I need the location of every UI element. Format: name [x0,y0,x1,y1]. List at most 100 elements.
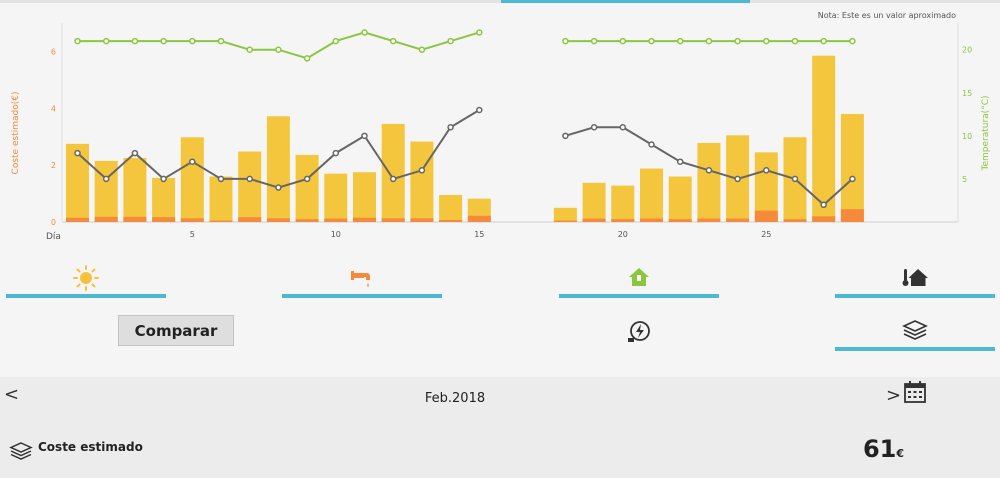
temperature-point [619,37,627,45]
temperature-point [676,158,684,165]
sun-icon [72,264,100,296]
compare-button[interactable]: Comparar [118,315,234,346]
footer-summary: Coste estimado 61€ [0,421,1000,478]
temperature-point [361,132,368,140]
temperature-point [275,184,282,191]
x-tick-label: 20 [618,230,628,239]
house-icon [625,264,653,296]
temperature-point [676,37,684,45]
left-tick-label: 6 [51,47,56,56]
top-rule [0,0,1000,3]
cost-bar-base [295,219,319,222]
next-month-button[interactable]: > [886,385,902,406]
tab-thermo-underline [835,294,995,298]
x-tick-label: 5 [190,230,195,239]
cost-bar-base [381,218,405,222]
temperature-point [102,175,110,183]
tab-home[interactable] [559,262,719,298]
cost-bar [123,158,147,222]
cost-bar [582,182,606,222]
temperature-point [102,37,110,45]
x-tick-label: 10 [331,230,341,239]
cost-bar-base [553,220,577,222]
temperature-point [619,123,627,131]
left-tick-label: 4 [51,104,56,113]
cost-bar-base [180,218,204,222]
cost-bar-base [439,220,463,222]
temperature-point [562,132,569,140]
tab-solar-underline [6,294,166,298]
temperature-point [275,46,282,53]
temperature-point [820,201,827,209]
temperature-point [476,106,483,114]
temperature-point [447,37,454,45]
cost-bar [381,123,405,222]
temperature-point [332,149,340,157]
footer-label: Coste estimado [38,440,143,454]
cost-bar-base [668,219,692,222]
temperature-point [303,55,311,62]
stack-icon[interactable] [901,318,929,348]
temperature-point [791,175,799,183]
tab-water-underline [282,294,442,298]
right-tick-label: 10 [962,132,972,141]
temperature-point [849,37,856,45]
cost-bar [295,154,319,222]
cost-bar-base [353,217,376,222]
cost-bar-base [467,215,491,222]
temperature-point [418,167,426,174]
cost-bar-base [209,220,233,222]
temperature-point [447,123,454,131]
cost-bar-base [410,218,434,222]
cost-bar-base [611,219,635,222]
right-tick-label: 5 [962,175,967,184]
tab-solar[interactable] [6,262,166,298]
calendar-icon[interactable] [903,380,927,408]
stack-tab-underline [835,347,995,351]
prev-month-button[interactable]: < [4,384,20,405]
x-tick-label: 25 [761,230,771,239]
cost-bar-base [582,218,606,222]
cost-bar [152,177,176,222]
temperature-point [734,37,741,45]
temperature-point [160,175,167,183]
consumption-chart: 0 2 4 6 5 10 15 20 5 10 15 20 25 Día Coste estimado(… [11,23,991,242]
footer-total: 61€ [863,435,904,463]
cost-bar [266,116,290,222]
tab-water[interactable] [282,262,442,298]
cost-bar [553,207,577,222]
temperature-point [74,149,81,157]
cost-bar [324,173,348,222]
period-navigation: < Feb.2018 > [0,377,1000,421]
temperature-point [246,46,253,53]
x-axis-label: Día [46,232,61,242]
total-unit: € [896,447,904,460]
temperature-point [131,149,139,157]
temperature-point [131,37,139,45]
temperature-point [791,37,799,45]
period-label: Feb.2018 [424,391,486,406]
cost-bar-base [238,217,262,222]
cost-bar-base [123,216,147,222]
tab-home-underline [559,294,719,298]
cost-bar-base [640,218,663,222]
cost-bar-base [324,218,348,222]
cost-bar [66,143,89,222]
tab-thermo[interactable] [835,262,995,298]
faucet-icon [348,264,376,296]
power-bolt-icon[interactable] [626,319,652,349]
temperature-point [189,158,196,165]
temperature-point [332,37,340,45]
cost-bar [611,185,635,222]
cost-bar [238,151,262,222]
temperature-point [217,37,225,45]
cost-bar-base [66,217,89,222]
temperature-point [476,29,483,36]
temperature-point [820,37,827,45]
temperature-point [189,37,196,45]
temperature-point [217,175,225,183]
cost-bar [840,113,864,222]
cost-bar [668,176,692,222]
cost-bar-base [783,219,807,222]
cost-bar [754,152,778,222]
